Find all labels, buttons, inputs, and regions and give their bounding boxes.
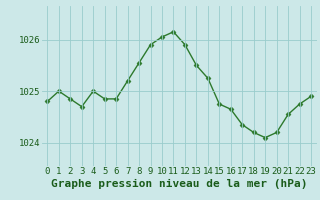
- X-axis label: Graphe pression niveau de la mer (hPa): Graphe pression niveau de la mer (hPa): [51, 179, 308, 189]
